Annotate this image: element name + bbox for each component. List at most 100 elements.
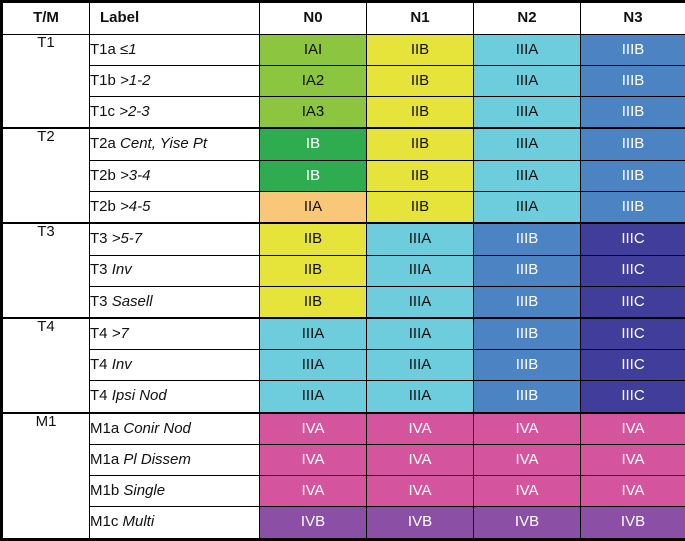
stage-cell: IIIB [580,65,685,97]
stage-cell: IIIC [580,222,685,256]
row-label-prefix: T1b [90,71,116,89]
row-label-descriptor: Inv [111,261,132,279]
stage-cell: IIB [366,65,474,97]
tm-group-cell: T4 [1,316,90,414]
stage-cell: IVA [259,444,367,477]
column-header-n0: N0 [259,1,367,35]
row-label-descriptor: >1-2 [120,71,151,89]
row-label-cell: T1c >2-3 [89,96,260,129]
row-label-prefix: T1a [90,40,116,58]
stage-cell: IVA [473,444,581,477]
stage-cell: IIIA [366,222,474,256]
row-label-prefix: M1a [90,450,120,468]
stage-cell: IIIB [580,96,685,129]
tm-group-cell: T2 [1,127,90,224]
row-label-descriptor: ≤1 [120,40,137,58]
row-label-cell: T1b >1-2 [89,65,260,97]
table-row: T3 Sasell IIB IIIA IIIB IIIC [2,285,685,319]
stage-cell: IVA [473,411,581,446]
row-label-prefix: T2a [90,135,116,153]
row-label-descriptor: Ipsi Nod [111,387,167,405]
table-row: T3 T3 >5-7 IIB IIIA IIIB IIIC [1,222,685,319]
tm-group-cell: M1 [1,411,90,540]
stage-cell: IIIA [259,380,367,414]
stage-cell: IB [259,127,367,161]
row-label-descriptor: Inv [111,356,132,374]
stage-cell: IIIB [580,190,685,224]
row-label-prefix: T3 [90,292,108,310]
stage-cell: IVB [580,506,685,540]
row-label-cell: T3 Inv [89,254,260,287]
stage-cell: IVA [580,475,685,508]
stage-cell: IIIA [473,190,581,224]
stage-cell: IIIC [580,285,685,319]
row-label-prefix: T2b [90,166,116,184]
row-label-descriptor: Multi [122,513,155,531]
row-label-prefix: T1c [90,102,116,120]
row-label-cell: M1a Pl Dissem [89,444,260,477]
table-row: T2b >3-4 IB IIB IIIA IIIB [2,159,685,192]
row-label-cell: M1c Multi [89,506,260,540]
table-row: T1 T1a ≤1 IAI IIB IIIA IIIB [1,34,685,129]
stage-cell: IIB [366,159,474,192]
table-row: M1 M1a Conir Nod IVA IVA IVA IVA [1,411,685,540]
stage-cell: IIIB [473,380,581,414]
column-header-n2: N2 [473,1,581,35]
stage-cell: IIIB [580,127,685,161]
stage-cell: IIA [259,190,367,224]
stage-cell: IIIA [473,65,581,97]
row-label-cell: T3 >5-7 [89,222,260,256]
row-label-prefix: M1a [90,419,120,437]
stage-cell: IVA [473,475,581,508]
row-label-cell: T1a ≤1 [89,34,260,66]
table-row: T1c >2-3 IA3 IIB IIIA IIIB [2,96,685,129]
row-label-cell: T4 >7 [89,316,260,351]
stage-cell: IVB [366,506,474,540]
stage-cell: IIIB [473,285,581,319]
column-header-label: Label [89,1,260,35]
column-header-n3: N3 [580,1,685,35]
table-row: M1a Pl Dissem IVA IVA IVA IVA [2,444,685,477]
table-row: M1c Multi IVB IVB IVB IVB [2,506,685,540]
row-label-cell: T4 Ipsi Nod [89,380,260,414]
stage-cell: IVA [259,411,367,446]
table-row: T4 Ipsi Nod IIIA IIIA IIIB IIIC [2,380,685,414]
row-label-prefix: T2b [90,197,116,215]
row-label-cell: T2b >3-4 [89,159,260,192]
stage-cell: IIIC [580,316,685,351]
stage-cell: IIIC [580,349,685,382]
stage-cell: IVB [259,506,367,540]
row-label-prefix: T4 [90,387,108,405]
stage-cell: IIB [259,254,367,287]
stage-cell: IIIB [473,222,581,256]
row-label-descriptor: Pl Dissem [123,450,191,468]
stage-cell: IIIB [580,34,685,66]
row-label-descriptor: >7 [111,324,129,342]
row-label-prefix: M1c [90,513,119,531]
stage-cell: IIIA [366,285,474,319]
row-label-descriptor: Cent, Yise Pt [120,135,208,153]
stage-cell: IIIB [473,316,581,351]
stage-cell: IIIA [366,380,474,414]
row-label-cell: T3 Sasell [89,285,260,319]
row-label-cell: T2a Cent, Yise Pt [89,127,260,161]
stage-cell: IIB [259,222,367,256]
stage-cell: IVA [259,475,367,508]
stage-cell: IIIB [473,254,581,287]
stage-cell: IIB [259,285,367,319]
stage-cell: IIB [366,190,474,224]
row-label-descriptor: >4-5 [120,197,151,215]
row-label-cell: T4 Inv [89,349,260,382]
table-row: T4 Inv IIIA IIIA IIIB IIIC [2,349,685,382]
row-label-cell: M1b Single [89,475,260,508]
table-header-row: T/M Label N0 N1 N2 N3 [1,1,685,35]
stage-cell: IIIA [473,159,581,192]
row-label-descriptor: Conir Nod [123,419,191,437]
stage-cell: IVA [580,444,685,477]
table-body: T1 T1a ≤1 IAI IIB IIIA IIIB T1b >1-2 IA2 IIB IIIA… [1,34,685,540]
stage-cell: IB [259,159,367,192]
tm-group-cell: T1 [1,34,90,129]
row-label-descriptor: Single [123,481,166,499]
